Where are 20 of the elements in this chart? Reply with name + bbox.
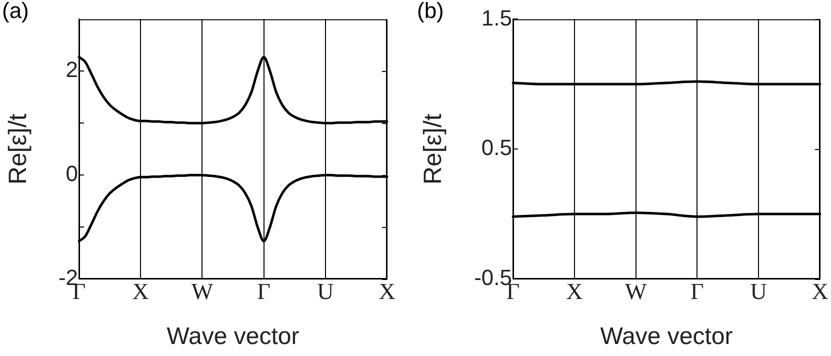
x-tick-label: Γ xyxy=(690,278,704,304)
x-axis-title: Wave vector xyxy=(600,323,733,350)
y-tick-label: 1.5 xyxy=(481,5,512,30)
x-axis-title: Wave vector xyxy=(166,323,300,350)
chart-title: (a) xyxy=(2,0,29,24)
x-tick-label: X xyxy=(132,278,150,304)
x-tick-label: X xyxy=(812,278,829,304)
x-tick-label: W xyxy=(191,278,214,304)
x-tick-label: U xyxy=(317,278,334,304)
x-tick-label: X xyxy=(378,278,396,304)
y-axis-title: Re[ε]/t xyxy=(418,114,447,185)
x-tick-label: X xyxy=(566,278,584,304)
chart-title: (b) xyxy=(417,0,444,24)
y-axis-title: Re[ε]/t xyxy=(4,114,32,185)
y-tick-label: 2 xyxy=(66,57,78,82)
x-tick-label: Γ xyxy=(257,278,270,304)
x-tick-label: W xyxy=(624,278,647,304)
y-tick-label: 0.5 xyxy=(481,135,512,160)
y-tick-label: 0 xyxy=(66,161,78,186)
x-tick-label: U xyxy=(750,278,768,304)
